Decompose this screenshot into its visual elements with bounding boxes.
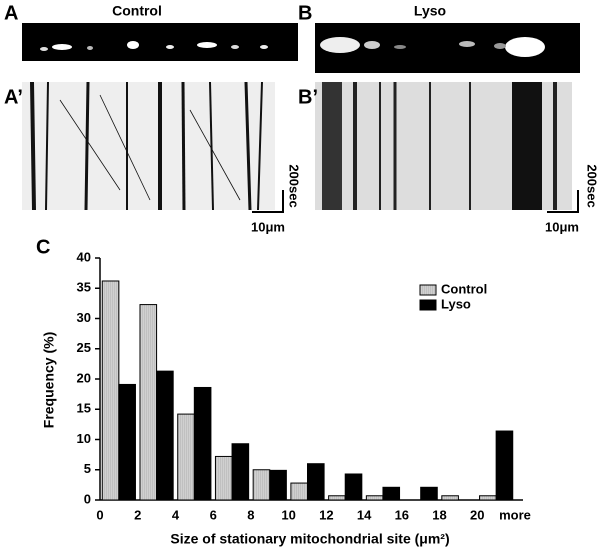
bar — [495, 430, 514, 501]
length-scale: 10μm — [251, 219, 285, 234]
panel-title: Lyso — [414, 3, 446, 19]
x-tick-label: 0 — [96, 507, 103, 522]
bar — [252, 469, 271, 501]
y-tick-label: 25 — [77, 340, 91, 355]
x-tick-label: 6 — [210, 507, 217, 522]
panel-b-image — [315, 23, 580, 73]
x-tick-label: more — [499, 507, 531, 522]
bar — [118, 383, 136, 501]
x-tick-label: 2 — [134, 507, 141, 522]
y-tick-label: 35 — [77, 280, 91, 295]
bar — [382, 486, 401, 501]
panel-label: B’ — [298, 86, 318, 108]
panel-label: B — [298, 2, 312, 24]
bar — [177, 413, 195, 501]
legend-swatch — [419, 299, 437, 311]
legend-label: Control — [441, 281, 487, 296]
y-tick-label: 0 — [84, 491, 91, 506]
y-tick-label: 20 — [77, 370, 91, 385]
x-tick-label: 10 — [281, 507, 295, 522]
panel-title: Control — [112, 3, 162, 19]
bar — [479, 495, 497, 501]
bar — [344, 473, 363, 501]
panel-label: A — [4, 2, 18, 24]
bar — [328, 495, 346, 501]
y-tick-label: 5 — [84, 461, 91, 476]
panel-a2-kymograph — [22, 81, 275, 211]
bar — [307, 463, 325, 501]
x-tick-label: 14 — [357, 507, 372, 522]
bar — [101, 280, 120, 501]
x-axis-label: Size of stationary mitochondrial site (μ… — [170, 531, 449, 547]
scale-bars — [252, 190, 579, 213]
panel-b2-kymograph — [315, 82, 572, 210]
x-tick-label: 4 — [172, 507, 180, 522]
bar — [420, 486, 438, 501]
panel-label: C — [36, 236, 50, 258]
bar — [441, 495, 459, 501]
bar — [365, 495, 384, 501]
panel-label: A’ — [4, 86, 23, 108]
x-tick-label: 12 — [319, 507, 333, 522]
y-axis-label: Frequency (%) — [41, 332, 57, 428]
bar — [139, 304, 158, 501]
y-tick-label: 30 — [77, 310, 91, 325]
y-tick-label: 15 — [77, 401, 91, 416]
bar — [231, 443, 250, 501]
x-tick-label: 18 — [432, 507, 446, 522]
x-tick-label: 20 — [470, 507, 484, 522]
y-tick-label: 10 — [77, 431, 91, 446]
legend-label: Lyso — [441, 296, 471, 311]
bar — [214, 455, 233, 501]
bar — [269, 469, 287, 501]
y-tick-label: 40 — [77, 249, 91, 264]
time-scale: 200sec — [287, 164, 302, 207]
panel-a-image — [22, 23, 298, 61]
time-scale: 200sec — [585, 164, 600, 207]
x-tick-label: 8 — [247, 507, 254, 522]
length-scale: 10μm — [545, 219, 579, 234]
bar — [156, 370, 174, 501]
legend-swatch — [419, 284, 437, 296]
bar — [193, 386, 212, 501]
x-tick-label: 16 — [395, 507, 409, 522]
bar — [290, 482, 308, 501]
